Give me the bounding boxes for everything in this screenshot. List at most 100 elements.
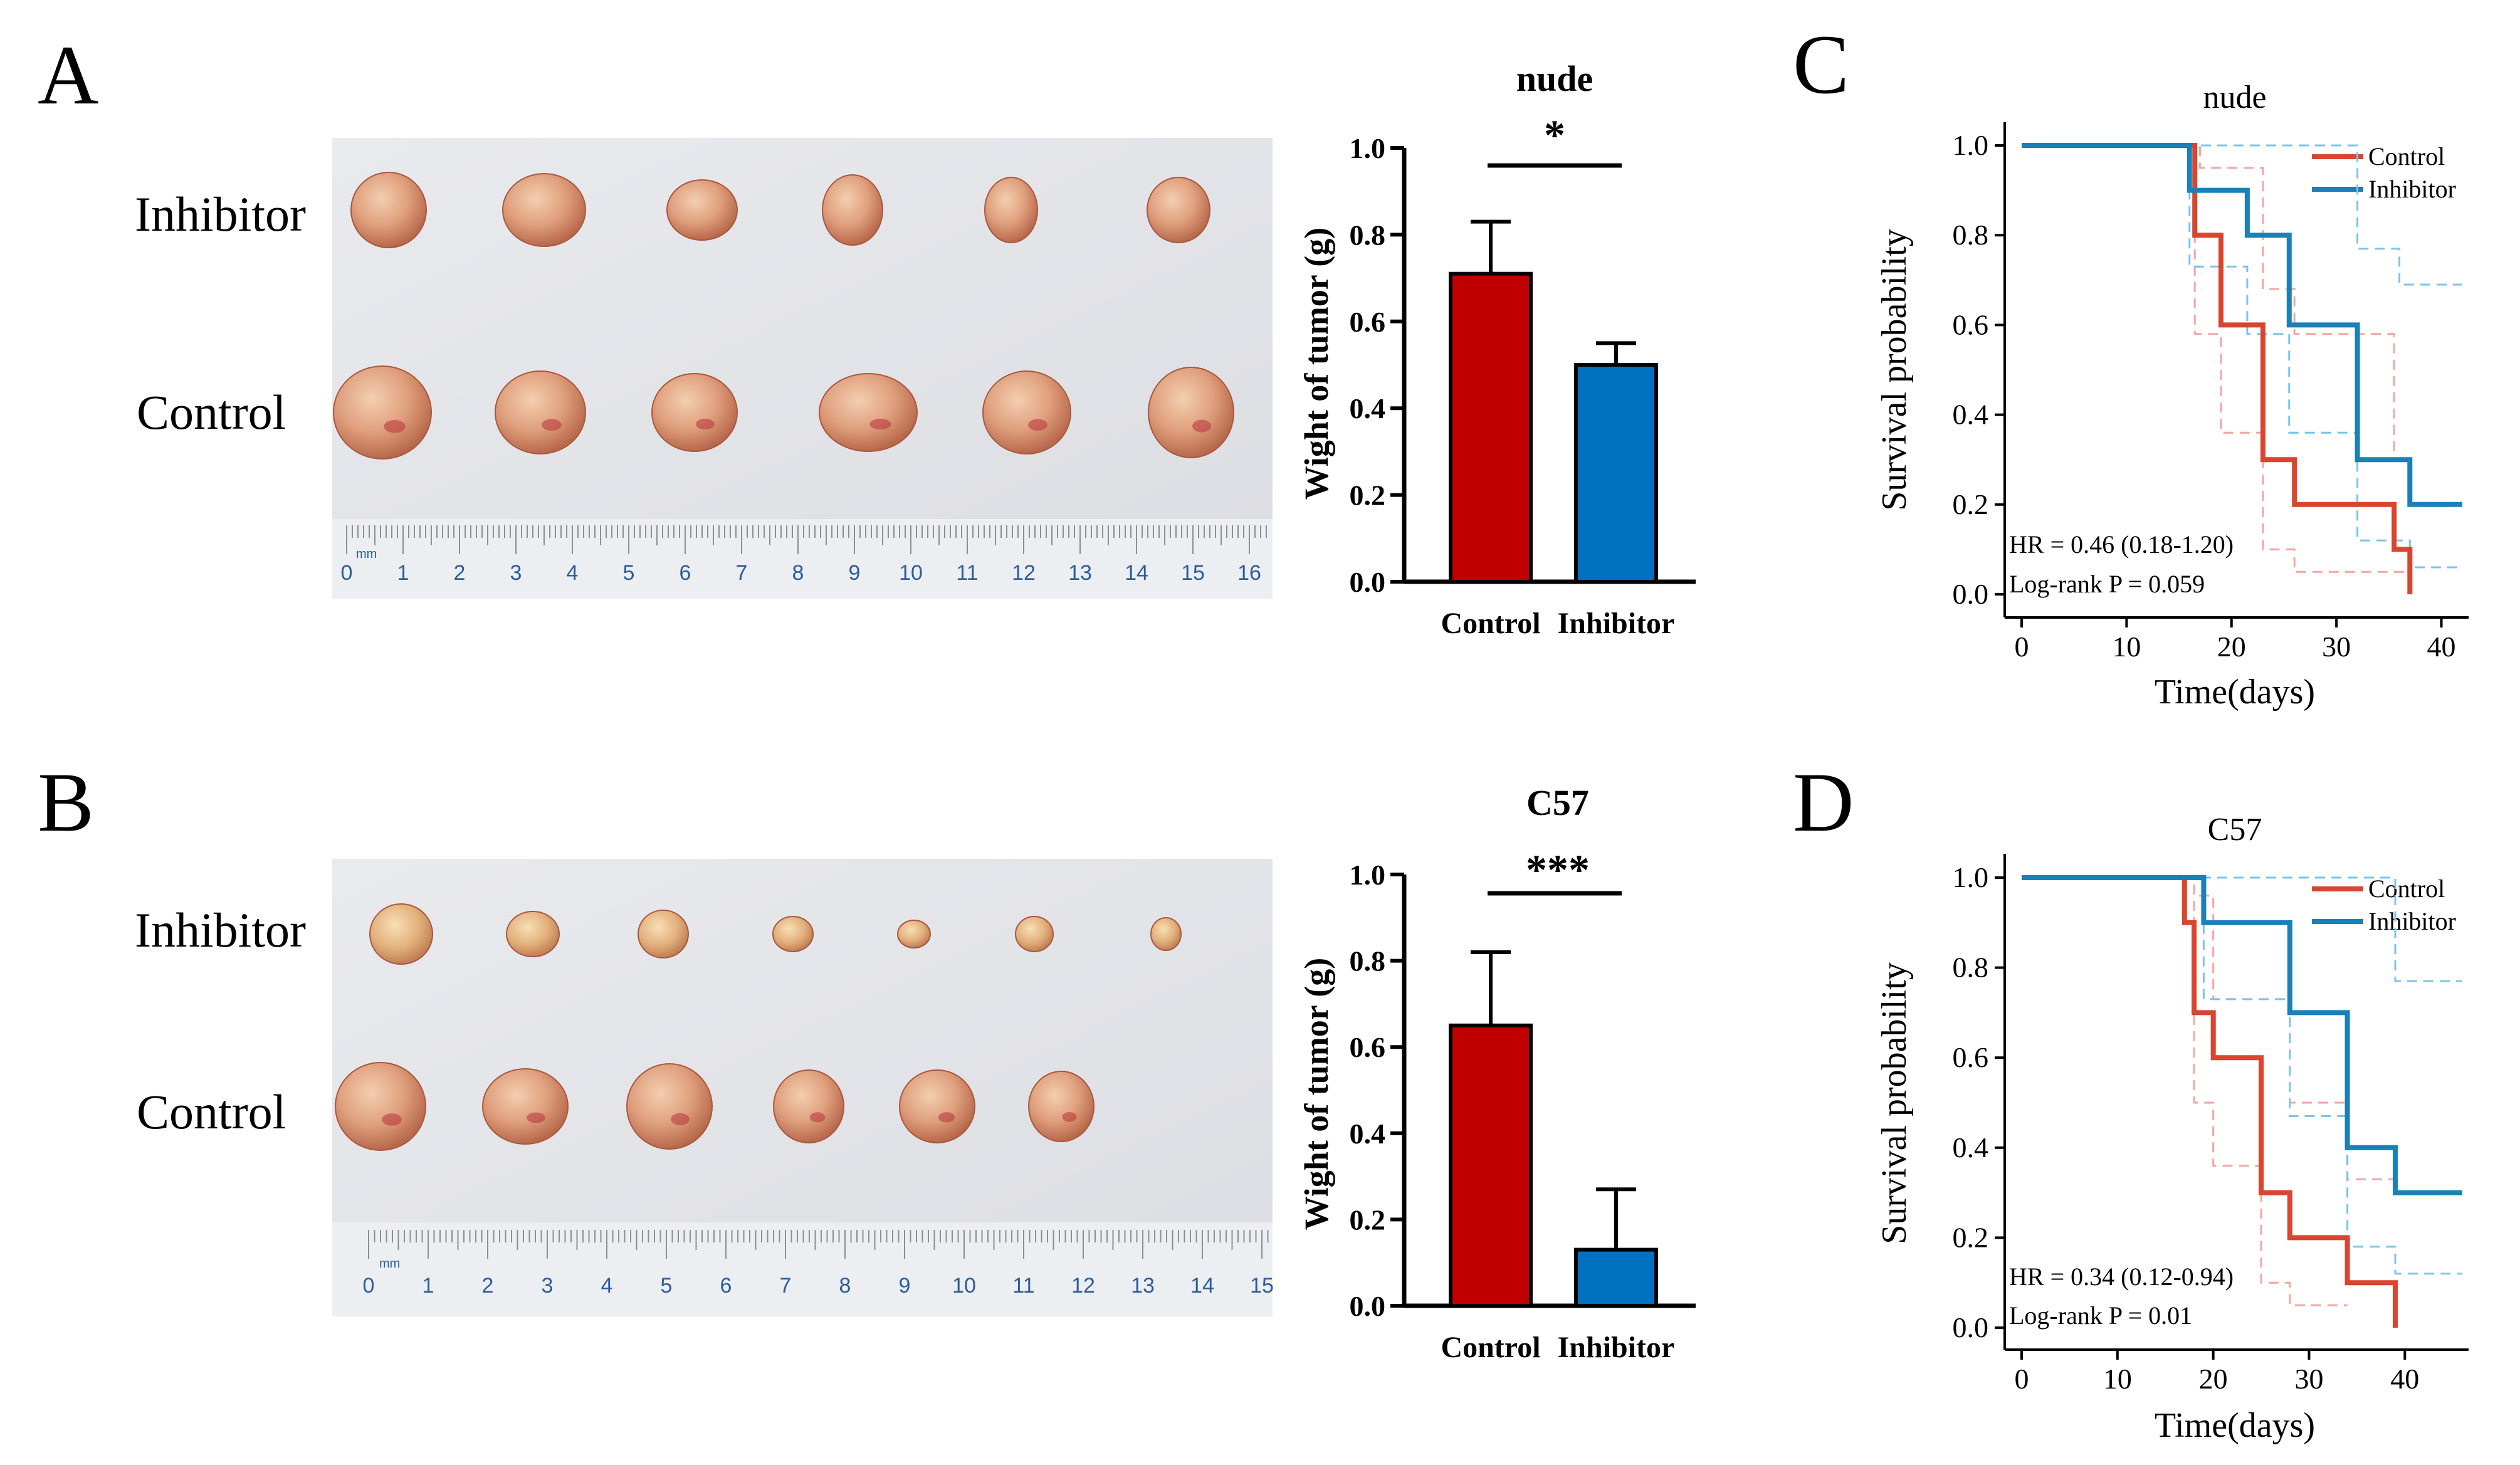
tumor-hemorrhage <box>696 418 715 430</box>
x-tick-label: 10 <box>2112 631 2141 663</box>
plot-area: 0.0 0.2 0.4 0.6 0.8 1.0 0 10 20 30 40 <box>1953 122 2469 663</box>
y-tick-label: 0.0 <box>1953 1311 1989 1343</box>
x-tick-label: 10 <box>2103 1363 2132 1395</box>
y-tick-label: 0.4 <box>1350 392 1386 424</box>
ruler-unit: mm <box>379 1257 400 1271</box>
tumor-photo-nude: Inhibitor Control mm 0 1 2 3 4 5 6 7 8 9 10 11 12 13 1… <box>135 138 1273 599</box>
y-tick-label: 0.8 <box>1350 945 1386 977</box>
chart-title: C57 <box>2208 812 2262 848</box>
tumor <box>982 370 1071 454</box>
panel-letter-b: B <box>38 756 94 849</box>
tumor <box>495 370 586 454</box>
x-tick-label: Control <box>1441 1331 1540 1364</box>
ruler <box>332 1222 1273 1316</box>
tumor-hemorrhage <box>1062 1111 1077 1122</box>
tumor-hemorrhage <box>382 1113 402 1126</box>
y-tick-label: 0.0 <box>1350 566 1386 598</box>
photo-label-inhibitor: Inhibitor <box>135 903 306 957</box>
bar-chart-c57: C57 *** Wight of tumor (g) 0.00.20.40.60… <box>1298 782 1696 1364</box>
y-tick-label: 0.8 <box>1953 219 1989 251</box>
y-tick-label: 0.6 <box>1953 308 1989 340</box>
ruler-number: 13 <box>1131 1274 1155 1298</box>
ruler-number: 11 <box>1012 1274 1034 1298</box>
y-axis-label: Survival probability <box>1875 229 1914 511</box>
y-tick-label: 1.0 <box>1953 129 1989 161</box>
legend-label-control: Control <box>2368 142 2445 171</box>
y-tick-label: 1.0 <box>1350 859 1386 891</box>
y-tick-label: 0.0 <box>1953 578 1989 610</box>
hazard-ratio-text: HR = 0.34 (0.12-0.94) <box>2009 1263 2234 1291</box>
plot-area: 0.0 0.2 0.4 0.6 0.8 1.0 Control Inhibitor <box>1350 859 1696 1364</box>
ruler-number: 3 <box>510 561 522 585</box>
tumor <box>666 179 738 241</box>
bar-control <box>1449 271 1533 584</box>
photo-label-control: Control <box>137 385 286 439</box>
tumor <box>335 1062 426 1151</box>
legend: Control Inhibitor <box>2312 142 2456 203</box>
tumors <box>335 903 1182 1151</box>
tumor <box>350 172 427 248</box>
ruler-number: 0 <box>363 1274 375 1298</box>
ruler-number: 9 <box>899 1274 911 1298</box>
y-tick-label: 1.0 <box>1350 132 1386 164</box>
ruler-number: 6 <box>720 1274 732 1298</box>
hazard-ratio-text: HR = 0.46 (0.18-1.20) <box>2009 530 2234 559</box>
y-tick-label: 0.2 <box>1953 1221 1989 1253</box>
km-plot-c57: C57 Survival probability Time(days) HR =… <box>1875 812 2469 1445</box>
ruler-number: 9 <box>849 561 861 585</box>
y-tick-label: 0.4 <box>1953 399 1989 431</box>
km-curve-control <box>2022 143 2413 594</box>
ruler-number: 5 <box>661 1274 673 1298</box>
photo-label-inhibitor: Inhibitor <box>135 187 306 241</box>
ruler-ticks <box>346 525 1267 554</box>
y-tick-label: 0.4 <box>1350 1118 1386 1150</box>
ruler-unit: mm <box>356 547 377 561</box>
x-tick-label: 0 <box>2015 631 2029 663</box>
legend-label-inhibitor: Inhibitor <box>2368 175 2456 203</box>
photo-label-control: Control <box>137 1084 286 1139</box>
tumor <box>1015 916 1054 952</box>
x-tick-label: Inhibitor <box>1558 607 1675 640</box>
y-tick-label: 1.0 <box>1953 861 1989 893</box>
y-tick-label: 0.6 <box>1350 1031 1386 1063</box>
plot-area: 0.0 0.2 0.4 0.6 0.8 1.0 Control Inhibitor <box>1350 132 1696 640</box>
ruler <box>332 519 1273 599</box>
x-tick-label: 20 <box>2199 1363 2228 1395</box>
ruler-numbers: 0 1 2 3 4 5 6 7 8 9 10 11 12 13 14 15 16 <box>341 561 1261 585</box>
y-tick-label: 0.8 <box>1953 952 1989 984</box>
y-tick-label: 0.6 <box>1350 306 1386 338</box>
chart-title: nude <box>2203 80 2266 115</box>
x-tick-label: Inhibitor <box>1558 1331 1675 1364</box>
panel-letter-c: C <box>1793 18 1849 112</box>
ruler-number: 15 <box>1250 1274 1274 1298</box>
ruler-number: 15 <box>1181 561 1205 585</box>
tumor-hemorrhage <box>938 1112 955 1123</box>
ruler-number: 7 <box>780 1274 792 1298</box>
ruler-number: 3 <box>542 1274 554 1298</box>
tumor <box>626 1063 713 1150</box>
y-axis-label: Wight of tumor (g) <box>1298 958 1335 1230</box>
ruler-number: 12 <box>1012 561 1036 585</box>
tumor <box>773 1069 844 1143</box>
tumor <box>772 916 814 952</box>
y-tick-label: 0.0 <box>1350 1290 1386 1322</box>
tumor <box>1028 1071 1095 1142</box>
legend-label-inhibitor: Inhibitor <box>2368 907 2456 935</box>
ruler-number: 8 <box>792 561 804 585</box>
ruler-number: 13 <box>1068 561 1092 585</box>
tumor <box>822 174 883 246</box>
significance-label: *** <box>1526 846 1590 893</box>
ruler-number: 14 <box>1125 561 1148 585</box>
tumor-hemorrhage <box>869 418 891 430</box>
x-tick-label: 30 <box>2322 631 2351 663</box>
ruler-number: 8 <box>839 1274 851 1298</box>
ruler-number: 6 <box>680 561 691 585</box>
log-rank-text: Log-rank P = 0.01 <box>2009 1301 2192 1330</box>
ruler-number: 1 <box>423 1274 434 1298</box>
plot-area: 0.0 0.2 0.4 0.6 0.8 1.0 0 10 20 30 40 <box>1953 854 2469 1395</box>
y-tick-label: 0.8 <box>1350 219 1386 251</box>
log-rank-text: Log-rank P = 0.059 <box>2009 570 2205 598</box>
ruler-ticks <box>368 1230 1269 1259</box>
x-axis-label: Time(days) <box>2155 673 2315 711</box>
ruler-number: 10 <box>899 561 923 585</box>
